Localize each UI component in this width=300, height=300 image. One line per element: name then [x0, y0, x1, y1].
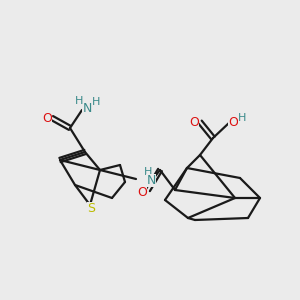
- Text: O: O: [137, 185, 147, 199]
- Text: N: N: [82, 103, 92, 116]
- Text: S: S: [87, 202, 95, 214]
- Text: H: H: [144, 167, 152, 177]
- Text: H: H: [92, 97, 100, 107]
- Text: N: N: [146, 173, 156, 187]
- Text: H: H: [75, 96, 83, 106]
- Text: O: O: [42, 112, 52, 124]
- Text: O: O: [189, 116, 199, 128]
- Text: O: O: [228, 116, 238, 128]
- Text: H: H: [238, 113, 246, 123]
